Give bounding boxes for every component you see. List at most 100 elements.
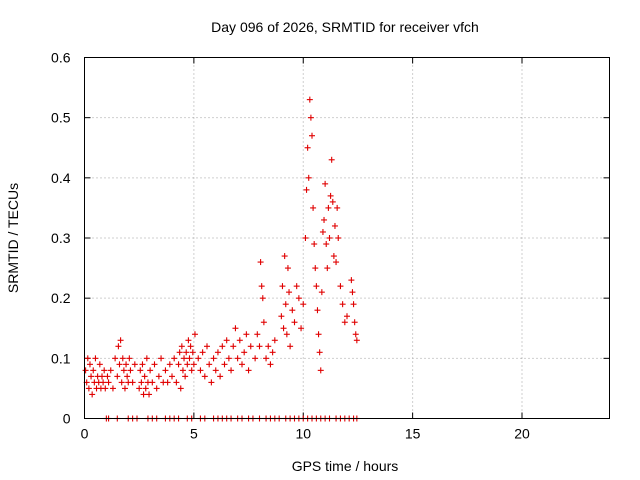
data-point bbox=[112, 355, 119, 362]
data-point bbox=[245, 367, 252, 374]
data-point bbox=[139, 361, 146, 368]
data-point bbox=[327, 192, 334, 199]
data-point bbox=[267, 361, 274, 368]
data-point bbox=[151, 361, 158, 368]
data-point bbox=[300, 301, 307, 308]
data-point bbox=[271, 337, 278, 344]
data-point bbox=[291, 319, 298, 326]
data-point bbox=[230, 343, 237, 350]
data-point bbox=[183, 349, 190, 356]
chart-title: Day 096 of 2026, SRMTID for receiver vfc… bbox=[211, 19, 479, 35]
data-point bbox=[339, 301, 346, 308]
data-point bbox=[126, 355, 133, 362]
data-point bbox=[118, 379, 125, 386]
y-tick-label: 0.3 bbox=[51, 230, 71, 246]
data-point bbox=[204, 343, 210, 350]
data-point bbox=[107, 367, 114, 374]
y-tick-label: 0.6 bbox=[51, 50, 71, 66]
x-tick-label: 15 bbox=[405, 426, 421, 442]
data-point bbox=[140, 391, 147, 398]
data-point bbox=[309, 132, 315, 139]
data-point bbox=[158, 355, 165, 362]
data-point bbox=[85, 385, 92, 392]
data-point bbox=[329, 198, 336, 205]
data-point bbox=[306, 96, 313, 103]
data-point bbox=[352, 331, 359, 338]
data-point bbox=[265, 343, 272, 350]
data-point bbox=[105, 379, 112, 386]
data-point bbox=[228, 367, 235, 374]
data-point bbox=[344, 313, 350, 320]
data-point bbox=[256, 343, 263, 350]
data-point bbox=[143, 355, 150, 362]
data-point bbox=[348, 277, 355, 284]
data-point bbox=[217, 373, 224, 380]
data-point bbox=[127, 367, 134, 374]
data-point bbox=[121, 385, 128, 392]
data-point bbox=[317, 367, 324, 374]
data-point bbox=[282, 301, 289, 308]
data-point bbox=[199, 349, 206, 356]
data-point bbox=[190, 361, 197, 368]
data-point bbox=[116, 361, 123, 368]
data-point bbox=[269, 349, 276, 356]
data-point bbox=[331, 222, 338, 229]
data-point bbox=[349, 289, 356, 296]
data-point bbox=[318, 289, 325, 296]
data-point bbox=[86, 361, 93, 368]
data-point bbox=[104, 373, 111, 380]
data-point bbox=[188, 367, 195, 374]
data-point bbox=[293, 283, 300, 290]
data-point bbox=[114, 373, 121, 380]
x-tick-label: 0 bbox=[81, 426, 89, 442]
data-point bbox=[182, 373, 189, 380]
y-tick-label: 0.2 bbox=[51, 290, 71, 306]
data-point bbox=[310, 204, 317, 211]
y-tick-label: 0.1 bbox=[51, 350, 71, 366]
data-point bbox=[286, 289, 293, 296]
data-point bbox=[191, 331, 198, 338]
data-point bbox=[149, 379, 156, 386]
data-point bbox=[141, 373, 148, 380]
data-point bbox=[305, 174, 312, 181]
data-point bbox=[341, 319, 348, 326]
data-point bbox=[312, 265, 319, 272]
data-point bbox=[232, 325, 239, 332]
data-point bbox=[302, 235, 309, 241]
data-point bbox=[221, 361, 228, 368]
data-point bbox=[187, 343, 194, 350]
data-point bbox=[315, 331, 322, 338]
data-point bbox=[258, 283, 265, 290]
data-point bbox=[278, 313, 285, 320]
data-point bbox=[101, 367, 108, 374]
data-point bbox=[243, 331, 250, 338]
data-point bbox=[138, 379, 145, 386]
data-point bbox=[326, 235, 333, 241]
data-points bbox=[82, 96, 360, 422]
data-point bbox=[171, 355, 178, 362]
data-point bbox=[102, 385, 109, 392]
data-point bbox=[142, 385, 149, 392]
data-point bbox=[263, 355, 270, 362]
data-point bbox=[279, 283, 286, 290]
data-point bbox=[100, 379, 107, 386]
data-point bbox=[324, 265, 331, 272]
data-point bbox=[325, 204, 332, 211]
data-point bbox=[175, 361, 182, 368]
data-point bbox=[335, 235, 342, 241]
data-point bbox=[241, 349, 248, 356]
y-axis-label: SRMTID / TECUs bbox=[5, 183, 21, 293]
data-point bbox=[284, 265, 291, 272]
data-point bbox=[197, 367, 204, 374]
data-point bbox=[169, 373, 175, 380]
data-point bbox=[353, 337, 360, 344]
data-point bbox=[146, 391, 153, 398]
data-point bbox=[136, 385, 143, 392]
data-point bbox=[303, 186, 310, 193]
data-point bbox=[319, 228, 326, 235]
data-point bbox=[178, 343, 185, 350]
data-point bbox=[185, 337, 192, 344]
data-point bbox=[214, 349, 221, 356]
data-point bbox=[186, 355, 193, 362]
data-point bbox=[333, 259, 340, 266]
